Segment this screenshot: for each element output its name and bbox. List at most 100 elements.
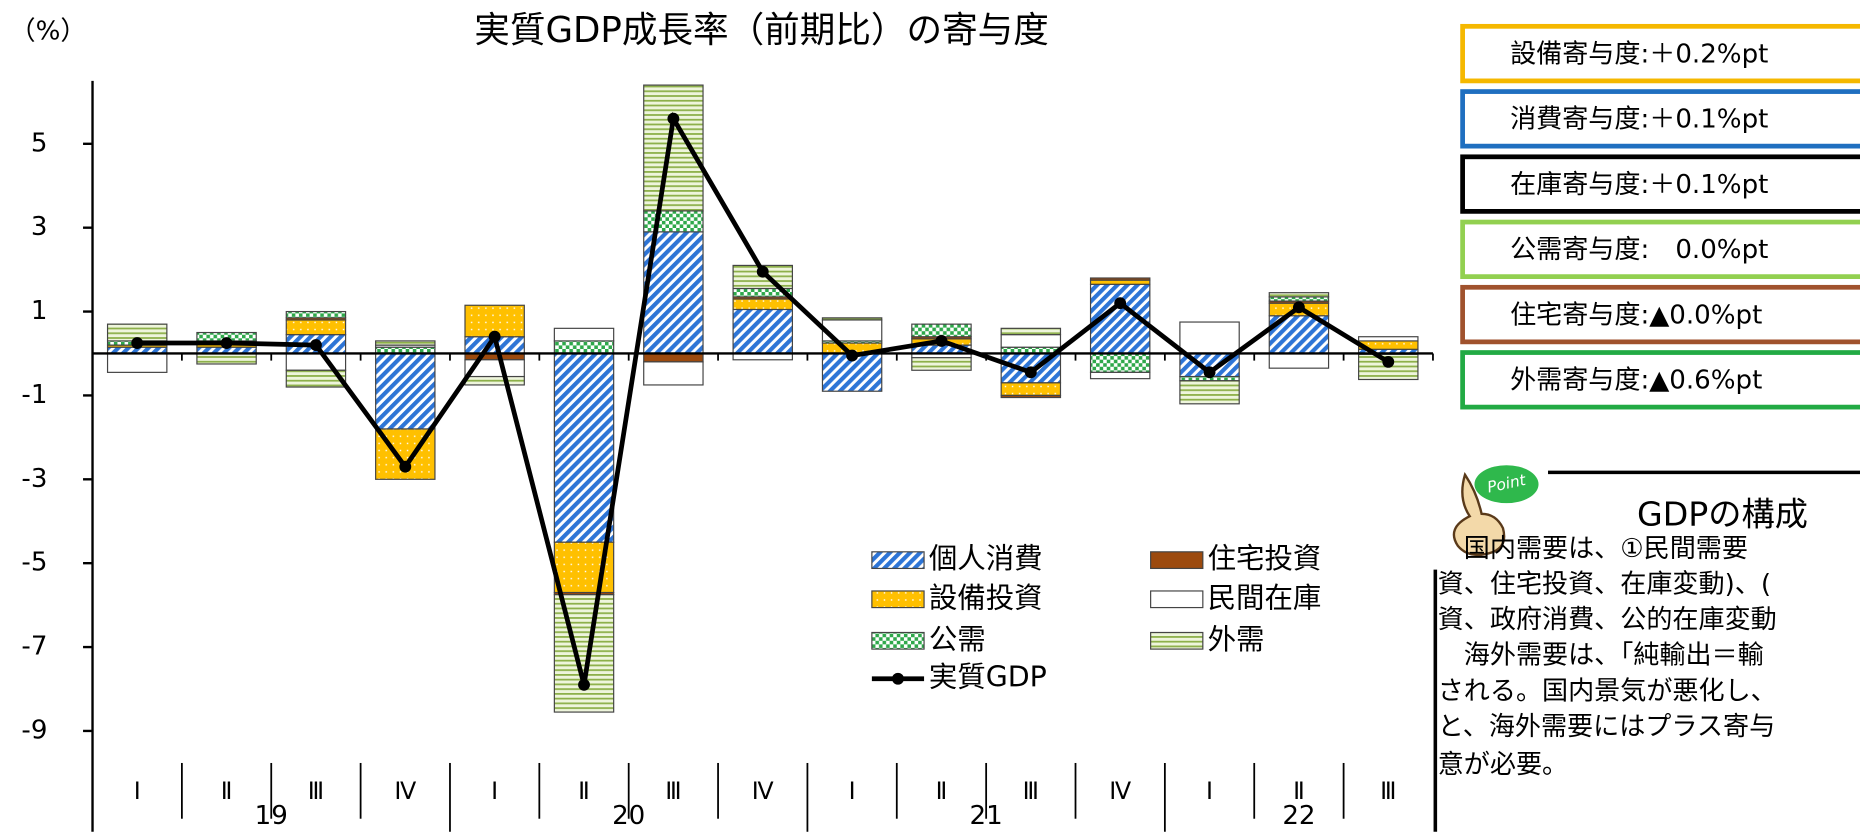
bar-segment <box>1000 394 1062 399</box>
gdp-point <box>1382 355 1395 368</box>
x-tick-label: Ⅰ <box>134 777 141 805</box>
x-tick-label: Ⅲ <box>1380 777 1396 805</box>
info-box <box>1460 23 1860 84</box>
gdp-point <box>220 337 233 349</box>
bar-segment <box>643 361 704 386</box>
bar-segment <box>1268 296 1330 302</box>
body-line: と、海外需要にはプラス寄与 <box>1438 712 1775 742</box>
x-tick-label: Ⅲ <box>1023 777 1039 805</box>
y-tick-label: 5 <box>31 128 48 158</box>
legend-label: 実質GDP <box>929 661 1047 694</box>
bar-segment <box>1179 321 1240 355</box>
legend-swatch <box>871 590 925 609</box>
gdp-point <box>1203 366 1216 379</box>
y-tick-label: -9 <box>21 715 47 745</box>
info-box <box>1460 89 1860 149</box>
y-tick-label: -1 <box>21 380 47 410</box>
bar-segment <box>1268 292 1330 298</box>
info-box <box>1460 219 1860 279</box>
info-box-text: 消費寄与度:＋0.1%pt <box>1510 105 1768 135</box>
x-tick-label: Ⅰ <box>1206 777 1213 805</box>
bar-segment <box>464 375 525 386</box>
bar-segment <box>285 369 347 388</box>
bar-segment <box>196 352 257 365</box>
bar-segment <box>285 310 347 319</box>
gdp-point <box>1114 297 1127 310</box>
gdp-point <box>310 339 322 352</box>
gdp-point <box>756 265 769 278</box>
gdp-point <box>667 112 680 125</box>
bar-segment <box>643 84 704 212</box>
info-box-text: 住宅寄与度:▲0.0%pt <box>1510 300 1762 330</box>
gdp-point <box>488 330 501 343</box>
bar-segment <box>285 352 347 371</box>
y-tick-label: 1 <box>31 296 48 326</box>
legend-label: 設備投資 <box>929 581 1043 614</box>
bar-segment <box>1089 277 1151 281</box>
y-tick-label: -5 <box>21 548 47 578</box>
x-tick-label: Ⅰ <box>491 777 498 805</box>
body-line: 意が必要。 <box>1438 750 1568 780</box>
body-line: 資、政府消費、公的在庫変動 <box>1438 605 1777 635</box>
bar-segment <box>1000 382 1062 397</box>
gdp-point <box>131 337 144 349</box>
info-box-text: 公需寄与度: 0.0%pt <box>1510 235 1768 265</box>
legend-label: 民間在庫 <box>1208 581 1322 614</box>
bar-segment <box>375 352 436 430</box>
y-unit: （%） <box>9 17 86 47</box>
info-box-text: 設備寄与度:＋0.2%pt <box>1510 39 1768 69</box>
legend-swatch <box>1150 631 1204 650</box>
gdp-point <box>846 349 859 362</box>
legend-label: 個人消費 <box>929 542 1043 575</box>
gdp-point <box>935 334 948 347</box>
bar-segment <box>1268 352 1330 369</box>
year-label: 20 <box>612 801 645 831</box>
legend-label: 公需 <box>929 623 986 656</box>
gdp-point <box>1292 301 1305 314</box>
x-tick-label: Ⅲ <box>308 777 324 805</box>
bar-segment <box>1000 327 1062 336</box>
x-tick-label: Ⅲ <box>665 777 681 805</box>
bar-segment <box>375 340 436 346</box>
bar-segment <box>553 352 615 543</box>
bar-segment <box>821 317 883 321</box>
bar-segment <box>732 298 793 311</box>
bar-segment <box>1089 279 1151 285</box>
x-tick-label: Ⅳ <box>1109 777 1131 805</box>
body-line: される。国内景気が悪化し、 <box>1438 676 1777 706</box>
y-tick-label: 3 <box>31 212 48 242</box>
info-box-text: 外需寄与度:▲0.6%pt <box>1510 366 1762 396</box>
x-tick-label: Ⅱ <box>221 777 233 805</box>
gdp-point <box>578 678 590 691</box>
bar-segment <box>643 352 704 363</box>
legend-label: 外需 <box>1208 623 1265 656</box>
info-box-text: 在庫寄与度:＋0.1%pt <box>1510 170 1768 200</box>
x-tick-label: Ⅱ <box>936 777 948 805</box>
bar-segment <box>106 352 168 373</box>
bar-segment <box>553 327 615 342</box>
body-line: 国内需要は、①民間需要 <box>1438 534 1748 564</box>
body-line: 資、住宅投資、在庫変動)、( <box>1438 570 1771 600</box>
y-tick-label: -3 <box>21 464 47 494</box>
legend-swatch <box>1150 551 1204 570</box>
gdp-point <box>399 460 412 473</box>
gdp-point <box>1024 366 1037 379</box>
x-tick-label: Ⅳ <box>752 777 774 805</box>
point-icon <box>1452 465 1539 557</box>
year-label: 21 <box>970 801 1003 831</box>
x-tick-label: Ⅱ <box>578 777 590 805</box>
bar-segment <box>1179 380 1240 405</box>
bar-segment <box>911 323 972 338</box>
panel-heading: GDPの構成 <box>1637 495 1808 534</box>
bar-segment <box>1000 334 1062 348</box>
legend-marker <box>892 672 904 685</box>
legend-swatch <box>871 551 925 570</box>
bar-segment <box>911 357 972 371</box>
body-line: 海外需要は、「純輸出＝輸 <box>1438 641 1764 671</box>
x-tick-label: Ⅰ <box>849 777 856 805</box>
info-box <box>1460 350 1860 410</box>
bar-segment <box>1089 371 1151 380</box>
bar-segment <box>1358 336 1419 342</box>
bar-segment <box>285 319 347 336</box>
